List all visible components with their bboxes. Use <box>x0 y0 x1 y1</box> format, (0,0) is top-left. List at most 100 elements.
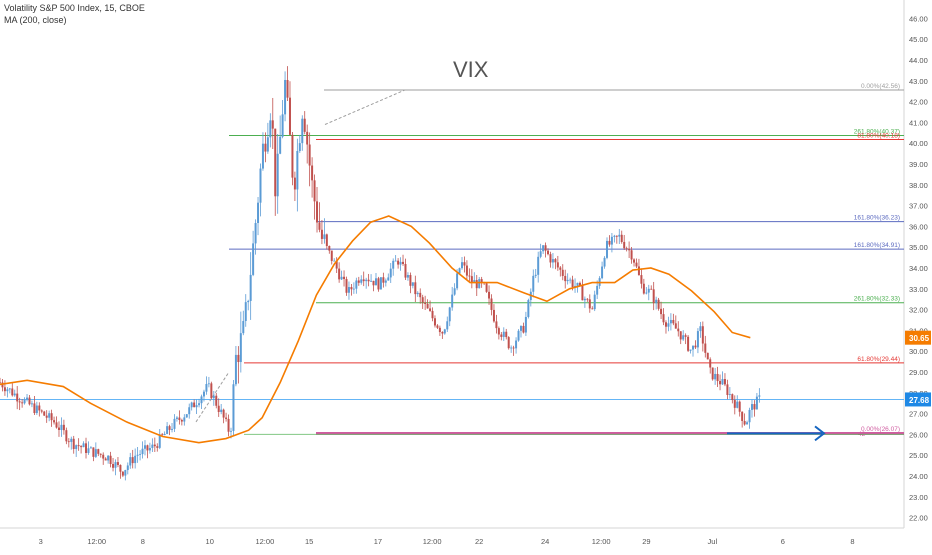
candle-body <box>687 336 690 351</box>
y-tick-label: 29.00 <box>909 368 928 377</box>
candle-body <box>242 321 245 334</box>
candle-body <box>610 236 613 245</box>
candle-body <box>677 328 680 332</box>
candle-body <box>583 298 586 301</box>
ma-value-label: 30.65 <box>909 334 930 343</box>
candle-body <box>507 337 510 349</box>
candle-body <box>75 445 78 450</box>
candle-body <box>296 151 299 190</box>
candle-body <box>475 280 478 289</box>
candle-body <box>664 322 667 327</box>
candle-body <box>419 292 422 298</box>
candle-body <box>701 326 704 344</box>
candle-body <box>397 260 400 265</box>
candle-body <box>731 394 734 401</box>
candle-body <box>343 276 346 280</box>
candle-body <box>94 449 97 457</box>
candle-body <box>633 259 636 263</box>
candle-body <box>43 411 46 416</box>
candle-body <box>335 260 338 269</box>
x-tick-label: 15 <box>305 537 313 546</box>
candle-body <box>384 280 387 283</box>
y-tick-label: 42.00 <box>909 98 928 107</box>
candle-body <box>48 413 51 418</box>
candle-body <box>288 97 291 135</box>
candle-body <box>746 422 749 425</box>
y-tick-label: 27.00 <box>909 410 928 419</box>
candle-body <box>328 246 331 251</box>
candle-body <box>276 153 279 197</box>
candle-body <box>230 430 233 432</box>
candle-body <box>80 446 83 448</box>
x-tick-label: 17 <box>374 537 382 546</box>
y-tick-label: 24.00 <box>909 472 928 481</box>
candle-body <box>269 120 272 138</box>
x-tick-label: 22 <box>475 537 483 546</box>
y-tick-label: 44.00 <box>909 56 928 65</box>
candle-body <box>345 279 348 293</box>
x-tick-label: 8 <box>141 537 145 546</box>
candle-body <box>325 234 328 247</box>
candle-body <box>679 331 682 340</box>
candle-body <box>682 335 685 340</box>
candle-body <box>50 413 53 421</box>
candle-body <box>198 403 201 406</box>
y-tick-label: 41.00 <box>909 118 928 127</box>
x-tick-label: 12:00 <box>87 537 106 546</box>
candle-body <box>534 274 537 276</box>
candle-body <box>239 333 242 363</box>
candle-body <box>569 279 572 281</box>
candle-body <box>389 268 392 278</box>
y-tick-label: 35.00 <box>909 243 928 252</box>
candle-body <box>357 280 360 283</box>
candle-body <box>660 308 663 315</box>
candle-body <box>77 445 80 447</box>
candle-body <box>667 323 670 327</box>
fib-level-label: 61.80%(29.44) <box>857 356 900 363</box>
candle-body <box>515 340 518 349</box>
last-price-label: 27.68 <box>909 396 930 405</box>
candle-body <box>222 409 225 418</box>
candle-body <box>146 445 149 451</box>
candle-body <box>588 299 591 309</box>
candle-body <box>291 134 294 178</box>
candle-body <box>537 256 540 275</box>
candle-body <box>350 287 353 290</box>
candle-body <box>539 251 542 257</box>
candle-body <box>593 294 596 310</box>
candle-body <box>129 457 132 466</box>
candle-body <box>387 277 390 281</box>
candle-body <box>556 262 559 268</box>
candle-body <box>645 292 648 294</box>
candle-body <box>714 373 717 380</box>
candle-body <box>628 248 631 251</box>
candle-body <box>399 261 402 265</box>
candle-body <box>161 434 164 436</box>
candle-body <box>26 397 29 400</box>
candle-body <box>259 168 262 203</box>
candle-body <box>301 118 304 144</box>
candle-body <box>736 401 739 408</box>
y-tick-label: 30.00 <box>909 347 928 356</box>
y-tick-label: 38.00 <box>909 181 928 190</box>
chart-title: Volatility S&P 500 Index, 15, CBOE <box>4 3 145 13</box>
candle-body <box>131 457 134 464</box>
y-tick-label: 45.00 <box>909 35 928 44</box>
candle-body <box>303 118 306 132</box>
candle-body <box>414 282 417 295</box>
candle-body <box>372 280 375 286</box>
candle-body <box>741 411 744 421</box>
candle-body <box>692 345 695 350</box>
candle-body <box>554 259 557 263</box>
fib-level-label: 0.00%(26.07) <box>861 426 900 433</box>
candle-body <box>200 396 203 404</box>
candle-body <box>748 409 751 423</box>
candle-body <box>438 327 441 333</box>
candle-body <box>623 241 626 249</box>
y-tick-label: 32.00 <box>909 306 928 315</box>
candle-body <box>82 443 85 448</box>
candle-body <box>175 417 178 419</box>
candle-body <box>116 462 119 465</box>
